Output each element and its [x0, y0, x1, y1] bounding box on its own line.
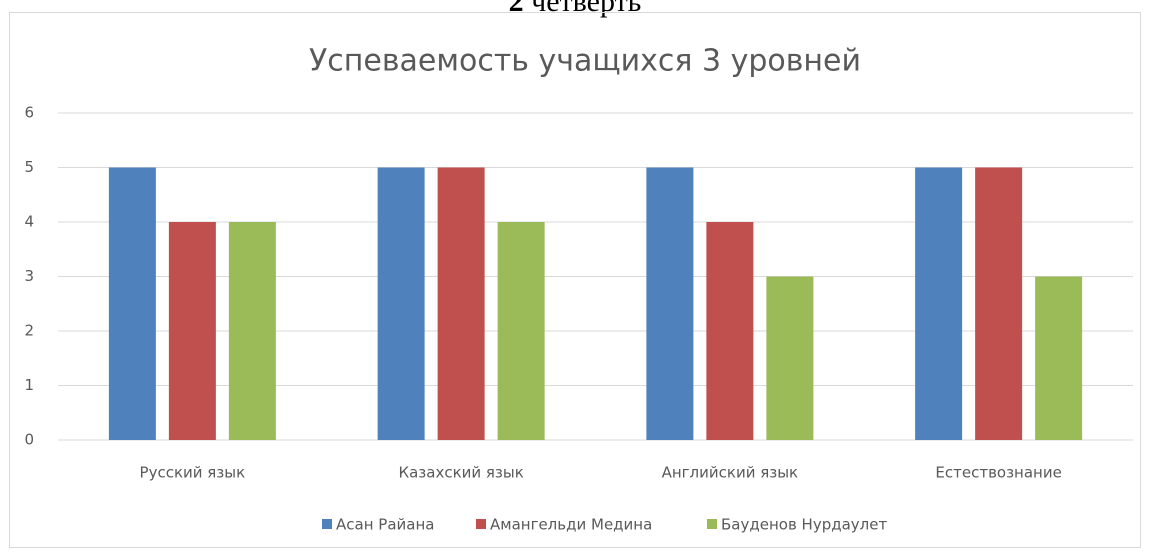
heading-word: четверть	[531, 0, 641, 18]
y-tick-label: 4	[24, 213, 34, 231]
x-tick-label: Русский язык	[140, 464, 246, 482]
bar	[766, 276, 814, 440]
bar	[915, 167, 963, 440]
x-tick-label: Английский язык	[662, 464, 799, 482]
bar	[108, 167, 156, 440]
bar	[168, 222, 216, 440]
bar	[1035, 276, 1083, 440]
chart-title: Успеваемость учащихся 3 уровней	[309, 44, 861, 79]
chart-frame	[9, 12, 1141, 548]
heading: 2 четверть	[509, 0, 642, 18]
legend-label: Бауденов Нурдаулет	[721, 516, 887, 534]
bar	[228, 222, 276, 440]
bar	[975, 167, 1023, 440]
y-tick-label: 0	[24, 431, 34, 449]
bar	[437, 167, 485, 440]
bar	[646, 167, 694, 440]
legend-label: Асан Райана	[336, 516, 434, 534]
legend-swatch	[707, 519, 717, 529]
legend-swatch	[476, 519, 486, 529]
heading-number: 2	[509, 0, 524, 18]
y-tick-label: 1	[24, 376, 34, 394]
y-tick-label: 5	[24, 158, 34, 176]
legend-swatch	[322, 519, 332, 529]
x-tick-label: Естествознание	[935, 464, 1061, 482]
bar	[377, 167, 425, 440]
y-tick-label: 2	[24, 322, 34, 340]
bar	[706, 222, 754, 440]
y-tick-label: 6	[24, 104, 34, 122]
y-tick-label: 3	[24, 267, 34, 285]
legend-label: Амангельди Медина	[490, 516, 652, 534]
bar	[497, 222, 545, 440]
x-tick-label: Казахский язык	[398, 464, 523, 482]
